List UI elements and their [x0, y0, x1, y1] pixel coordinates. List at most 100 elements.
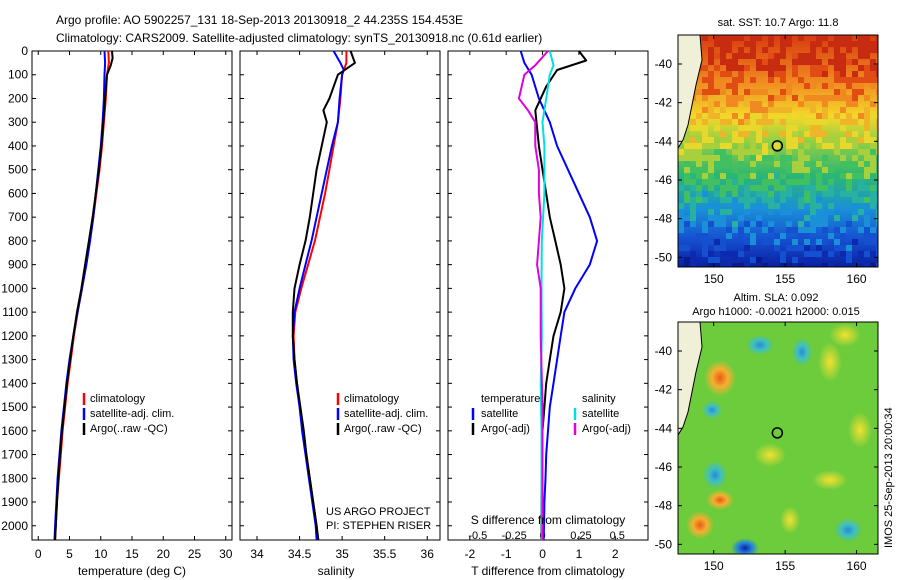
legend-label-climatology: climatology	[90, 393, 146, 405]
sla-map-title-line1: Altim. SLA: 0.092	[734, 292, 819, 304]
sst-argo-marker	[771, 140, 784, 152]
legend-label-temp-satellite: satellite	[481, 408, 518, 420]
map-y-tick-label: -42	[655, 96, 673, 110]
map-y-tick-label: -44	[655, 421, 673, 435]
legend-label-sal-satellite: satellite	[582, 408, 619, 420]
series-line-argo-raw-qc-	[291, 50, 356, 541]
depth-tick-label: 1700	[1, 448, 28, 462]
sst-map-image	[678, 35, 878, 267]
depth-tick-label: 1000	[1, 281, 28, 295]
x-tick-label: 10	[94, 547, 108, 561]
map-y-tick-label: -50	[655, 250, 673, 264]
figure-title-line1: Argo profile: AO 5902257_131 18-Sep-2013…	[56, 13, 463, 27]
legend-label-satellite: satellite-adj. clim.	[344, 408, 428, 420]
x-top-tick-label: -0.5	[468, 530, 487, 542]
series-line-argo-raw-qc-	[54, 50, 114, 541]
sla-map-image	[678, 322, 878, 554]
difference-plot: -2 -1 0 1 2-0.5 -0.25 0 0.25 0.5	[464, 50, 625, 561]
x-tick-label: 20	[157, 547, 171, 561]
depth-tick-label: 600	[8, 186, 28, 200]
map-y-tick-label: -48	[655, 499, 673, 513]
depth-tick-label: 1200	[1, 329, 28, 343]
x-tick-label: 0	[35, 547, 42, 561]
x-tick-label: 30	[219, 547, 233, 561]
depth-axis: 0 100 200 300 400 500 600 700 800 900 1000 1100 1200…	[1, 44, 648, 533]
x-tick-label: 36	[421, 547, 435, 561]
map-y-tick-label: -48	[655, 212, 673, 226]
footer-timestamp: IMOS 25-Sep-2013 20:00:34	[883, 407, 895, 548]
depth-tick-label: 1100	[2, 305, 28, 319]
legend-temperature-header: temperature	[481, 393, 540, 405]
x-tick-label: 35.5	[373, 547, 397, 561]
depth-tick-label: 1800	[1, 471, 28, 485]
depth-tick-label: 500	[8, 163, 28, 177]
x-tick-label: 15	[125, 547, 139, 561]
depth-tick-label: 1500	[1, 400, 28, 414]
legend-salinity-header: salinity	[582, 393, 616, 405]
sla-map-axes: 150 155 160 -40 -42 -44 -46 -48 -50	[655, 322, 878, 573]
x-top-tick-label: 0.5	[610, 530, 625, 542]
sst-coastline	[678, 35, 703, 149]
map-x-tick-label: 155	[775, 559, 795, 573]
sla-map-title-line2: Argo h1000: -0.0021 h2000: 0.015	[692, 306, 860, 318]
difference-top-xlabel: S difference from climatology	[471, 513, 626, 527]
x-tick-label: -2	[464, 547, 475, 561]
depth-tick-label: 0	[21, 44, 28, 58]
x-tick-label: -1	[501, 547, 512, 561]
map-y-tick-label: -40	[655, 57, 673, 71]
map-x-tick-label: 155	[775, 272, 795, 286]
depth-tick-label: 1400	[1, 376, 28, 390]
legend-label-climatology: climatology	[344, 393, 400, 405]
sst-map-axes: 150 155 160 -40 -42 -44 -46 -48 -50	[655, 35, 878, 286]
map-x-tick-label: 150	[704, 559, 724, 573]
map-y-tick-label: -40	[655, 344, 673, 358]
project-pi: PI: STEPHEN RISER	[326, 520, 431, 532]
depth-tick-label: 1300	[1, 353, 28, 367]
sst-map-title: sat. SST: 10.7 Argo: 11.8	[718, 17, 839, 29]
depth-tick-label: 200	[8, 91, 28, 105]
depth-tick-label: 2000	[1, 519, 28, 533]
depth-tick-label: 100	[8, 68, 28, 82]
temperature-legend: climatology satellite-adj. clim. Argo(..…	[82, 393, 174, 435]
temperature-panel-frame	[31, 50, 233, 541]
salinity-panel-frame	[239, 50, 441, 541]
project-name: US ARGO PROJECT	[326, 506, 431, 518]
salinity-plot: 34 34.5 35 35.5 36	[250, 50, 435, 561]
series-line-salinity-argo-adj-	[517, 50, 549, 540]
sst-map-frame	[677, 34, 879, 268]
depth-tick-label: 300	[8, 115, 28, 129]
x-top-tick-label: 0.25	[570, 530, 591, 542]
map-y-tick-label: -46	[655, 173, 673, 187]
sla-map-frame	[677, 321, 879, 555]
x-tick-label: 0	[539, 547, 546, 561]
map-x-tick-label: 160	[847, 559, 867, 573]
series-line-climatology	[54, 50, 110, 541]
depth-tick-label: 1600	[1, 424, 28, 438]
temperature-xlabel: temperature (deg C)	[78, 564, 186, 578]
series-line-temperature-satellite	[519, 50, 599, 541]
legend-label-argo: Argo(..raw -QC)	[90, 423, 168, 435]
depth-tick-label: 800	[8, 234, 28, 248]
x-top-tick-label: -0.25	[502, 530, 527, 542]
difference-panel-frame	[447, 50, 649, 541]
x-tick-label: 2	[612, 547, 619, 561]
temperature-plot: 0 5 10 15 20 25 30	[35, 50, 233, 561]
legend-label-satellite: satellite-adj. clim.	[90, 408, 174, 420]
depth-tick-label: 900	[8, 258, 28, 272]
depth-tick-label: 400	[8, 139, 28, 153]
map-y-tick-label: -46	[655, 460, 673, 474]
map-x-tick-label: 150	[704, 272, 724, 286]
x-tick-label: 34	[250, 547, 264, 561]
x-tick-label: 1	[576, 547, 583, 561]
legend-label-sal-argo: Argo(-adj)	[582, 423, 631, 435]
salinity-xlabel: salinity	[318, 564, 355, 578]
sla-argo-marker	[771, 427, 784, 439]
difference-legend: temperature salinity satellite Argo(-adj…	[471, 393, 631, 435]
x-tick-label: 34.5	[288, 547, 312, 561]
legend-label-argo: Argo(..raw -QC)	[344, 423, 422, 435]
difference-xlabel: T difference from climatology	[471, 564, 625, 578]
x-tick-label: 25	[188, 547, 202, 561]
map-x-tick-label: 160	[847, 272, 867, 286]
depth-tick-label: 1900	[1, 495, 28, 509]
